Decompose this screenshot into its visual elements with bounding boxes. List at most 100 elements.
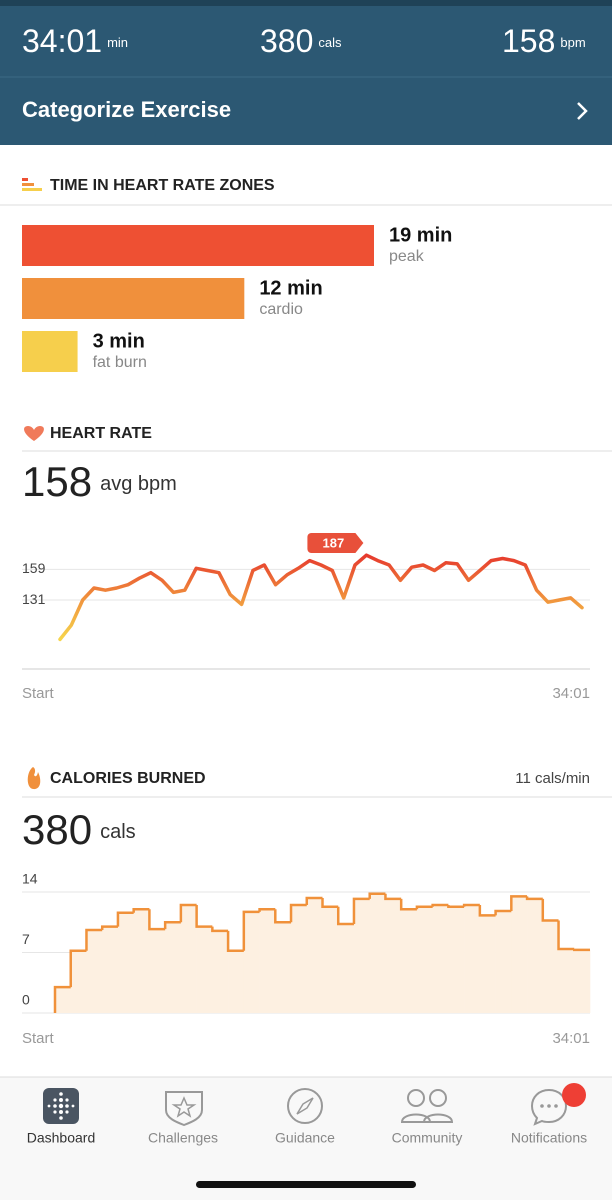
calorie-area <box>133 909 150 1013</box>
header-bg <box>0 0 612 145</box>
heart-rate-line <box>58 553 584 642</box>
calorie-area <box>322 906 339 1013</box>
x-end: 34:01 <box>552 685 590 702</box>
calorie-step <box>69 949 87 988</box>
calorie-step <box>100 925 118 931</box>
nav-label[interactable]: Dashboard <box>27 1130 96 1146</box>
calorie-step <box>557 920 575 951</box>
calorie-area <box>495 911 512 1013</box>
calorie-area <box>338 923 355 1013</box>
cal-total: 380 cals <box>22 806 136 853</box>
calorie-step <box>494 909 512 916</box>
calorie-area <box>149 929 166 1013</box>
calorie-area <box>212 930 229 1013</box>
calorie-step <box>305 896 323 905</box>
zone-bar <box>22 278 245 319</box>
calorie-step <box>274 909 292 924</box>
calorie-step <box>132 908 150 913</box>
calorie-area <box>479 915 496 1013</box>
x-end: 34:01 <box>552 1030 590 1047</box>
heart-rate-title: HEART RATE <box>50 425 152 442</box>
nav-icons <box>43 1083 586 1127</box>
flame-icon <box>27 767 41 790</box>
y-tick-label: 7 <box>22 931 30 947</box>
calorie-area <box>86 930 103 1013</box>
calorie-area <box>165 922 182 1013</box>
nav-label[interactable]: Challenges <box>148 1130 218 1146</box>
calories-title: CALORIES BURNED <box>50 770 206 787</box>
calorie-step <box>195 904 213 928</box>
calorie-step <box>85 928 103 951</box>
calorie-step <box>384 893 402 901</box>
calorie-area <box>369 893 386 1013</box>
calorie-area <box>527 898 544 1013</box>
peak-bubble <box>307 533 364 553</box>
cal-rate: 11 cals/min <box>515 770 590 787</box>
calorie-area <box>55 987 72 1013</box>
calorie-step <box>163 921 181 930</box>
calories: 380 cals <box>260 23 342 59</box>
calorie-step <box>447 904 465 908</box>
calorie-area <box>416 906 433 1013</box>
calorie-area <box>180 904 197 1013</box>
calorie-area <box>306 898 323 1013</box>
calorie-area <box>432 904 449 1013</box>
y-tick-label: 131 <box>22 591 46 607</box>
calorie-step <box>258 908 276 912</box>
calorie-step <box>148 909 166 931</box>
calorie-step <box>573 948 590 952</box>
zone-value: 3 min <box>93 330 145 352</box>
calorie-area <box>117 912 134 1013</box>
calorie-area <box>448 906 465 1013</box>
heart-icon <box>24 426 44 441</box>
calorie-step <box>478 904 496 917</box>
zone-bar <box>22 225 374 266</box>
categorize-button[interactable]: Categorize Exercise <box>22 97 231 122</box>
calorie-area <box>385 898 402 1013</box>
zones-icon <box>22 178 42 191</box>
heart-rate: 158 bpm <box>502 23 586 59</box>
calorie-area <box>243 911 260 1013</box>
nav-label[interactable]: Community <box>392 1130 463 1146</box>
calorie-step <box>242 910 260 951</box>
calorie-step <box>116 911 134 927</box>
calorie-step <box>289 903 307 923</box>
calorie-step <box>415 905 433 910</box>
peak-label: 187 <box>323 535 345 550</box>
calorie-area <box>464 904 481 1013</box>
x-start: Start <box>22 1030 55 1047</box>
calorie-step <box>462 903 480 907</box>
zones-title: TIME IN HEART RATE ZONES <box>50 177 275 194</box>
calorie-area <box>291 904 308 1013</box>
calorie-step <box>336 906 354 926</box>
zone-name: fat burn <box>93 354 147 371</box>
calorie-step <box>541 898 559 922</box>
zone-value: 12 min <box>259 277 322 299</box>
y-tick-label: 0 <box>22 992 30 1008</box>
calorie-area <box>542 920 559 1013</box>
zone-name: cardio <box>259 301 303 318</box>
calorie-area <box>196 926 213 1013</box>
calorie-area <box>228 950 245 1013</box>
calorie-step <box>321 898 339 908</box>
calorie-area <box>353 898 371 1013</box>
zone-bar <box>22 331 78 372</box>
nav-label[interactable]: Notifications <box>511 1130 587 1146</box>
x-start: Start <box>22 685 55 702</box>
nav-label[interactable]: Guidance <box>275 1130 335 1146</box>
calorie-area <box>401 909 418 1013</box>
calorie-area <box>574 949 591 1013</box>
calorie-step <box>226 930 244 953</box>
home-indicator <box>196 1181 416 1188</box>
avg-bpm: 158 avg bpm <box>22 458 177 505</box>
chevron[interactable] <box>577 102 588 120</box>
duration: 34:01 min <box>22 23 128 59</box>
calorie-step <box>431 903 449 907</box>
calorie-area <box>558 949 575 1013</box>
calorie-step <box>53 985 71 1013</box>
calorie-area <box>259 909 276 1013</box>
calorie-step <box>510 895 528 912</box>
calorie-area <box>70 950 87 1013</box>
